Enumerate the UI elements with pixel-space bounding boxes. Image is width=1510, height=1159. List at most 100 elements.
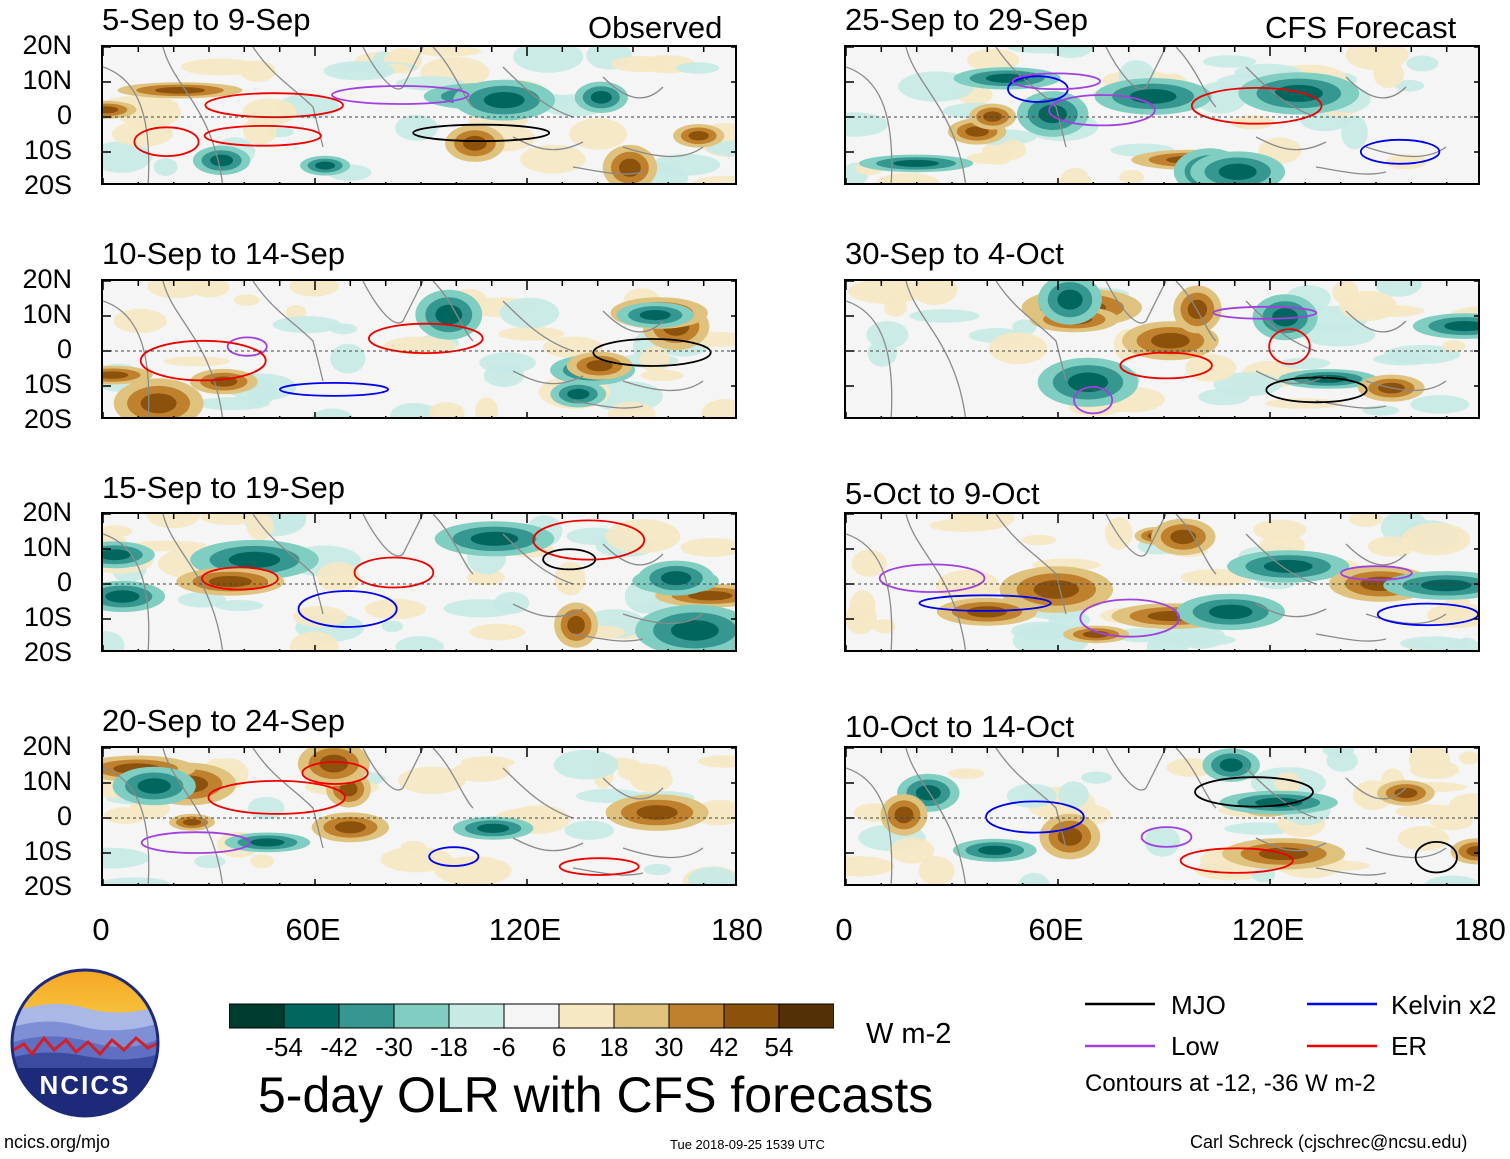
olr-anomaly-light — [849, 590, 876, 623]
wave-contour — [201, 566, 279, 591]
olr-anomaly-light — [163, 356, 231, 367]
olr-anomaly-light — [688, 866, 735, 884]
olr-anomaly-light — [272, 316, 342, 334]
olr-anomaly-negative — [1272, 308, 1299, 327]
colorbar-tick-label: -30 — [375, 1032, 413, 1062]
colorbar-tick-label: -6 — [492, 1032, 516, 1062]
olr-anomaly-negative — [1444, 321, 1478, 332]
olr-anomaly-negative — [978, 845, 1012, 855]
wave-contour — [592, 338, 712, 367]
lat-tick-label: 10N — [22, 766, 72, 796]
logo-text: NCICS — [39, 1070, 131, 1100]
olr-anomaly-light — [1021, 534, 1056, 546]
olr-anomaly-light — [1326, 749, 1358, 772]
map-panel-10-sep — [101, 279, 737, 419]
olr-anomaly-negative — [470, 531, 519, 546]
wave-contour — [1079, 598, 1181, 638]
wave-contour — [918, 594, 1052, 612]
wave-contour — [226, 336, 268, 357]
olr-anomaly-negative — [1057, 289, 1083, 310]
lat-tick-label: 20S — [23, 404, 72, 434]
lat-tick-label: 0 — [56, 567, 72, 597]
lon-tick-label: 180 — [711, 912, 763, 947]
olr-anomaly-light — [607, 401, 656, 417]
olr-anomaly-negative — [228, 551, 281, 568]
wave-contour — [1414, 840, 1458, 874]
olr-anomaly-light — [479, 352, 536, 374]
lon-tick-label: 0 — [835, 912, 853, 947]
wave-contour — [1340, 565, 1413, 581]
olr-anomaly-light — [988, 332, 1048, 365]
olr-anomaly-light — [651, 153, 721, 176]
map-panel-20-sep — [101, 746, 737, 886]
wave-contour — [203, 125, 322, 147]
olr-field — [103, 281, 735, 417]
olr-anomaly-negative — [1421, 579, 1472, 592]
olr-anomaly-negative — [477, 823, 510, 833]
olr-anomaly-light — [111, 121, 173, 147]
colorbar-tick-label: 18 — [599, 1032, 629, 1062]
olr-anomaly-positive — [567, 616, 585, 635]
olr-anomaly-light — [494, 591, 530, 614]
olr-anomaly-light — [644, 863, 672, 876]
olr-anomaly-light — [554, 561, 586, 596]
olr-anomaly-negative — [250, 838, 285, 847]
olr-anomaly-positive — [1394, 787, 1418, 799]
map-panel-25-sep — [844, 45, 1480, 185]
wave-contour — [204, 92, 344, 119]
olr-anomaly-light — [553, 749, 619, 780]
lat-tick-label: 10N — [22, 299, 72, 329]
olr-anomaly-light — [194, 397, 270, 411]
olr-anomaly-light — [692, 175, 735, 183]
contour-legend: MJO Kelvin x2 Low ER Contours at -12, -3… — [1085, 988, 1505, 1098]
olr-anomaly-light — [460, 756, 515, 769]
olr-anomaly-light — [103, 631, 125, 650]
olr-anomaly-negative — [1129, 89, 1177, 104]
olr-anomaly-negative — [985, 73, 1029, 83]
coastline — [846, 514, 1447, 650]
olr-anomaly-positive — [1151, 332, 1190, 349]
olr-anomaly-positive — [688, 131, 709, 141]
colorbar-tick-label: 30 — [654, 1032, 684, 1062]
olr-anomaly-light — [103, 525, 133, 538]
olr-field — [846, 281, 1478, 417]
wave-contour — [278, 382, 389, 397]
olr-anomaly-light — [640, 369, 684, 381]
olr-anomaly-positive — [688, 591, 733, 601]
olr-anomaly-light — [381, 620, 403, 633]
olr-anomaly-negative — [315, 161, 336, 170]
wave-contour — [542, 548, 597, 571]
olr-field — [103, 47, 735, 183]
olr-anomaly-light — [395, 114, 439, 141]
wave-contour — [428, 846, 480, 867]
olr-anomaly-light — [520, 144, 586, 174]
olr-anomaly-positive — [965, 126, 989, 137]
olr-anomaly-negative — [915, 785, 941, 801]
chart-title: 5-day OLR with CFS forecasts — [258, 1067, 934, 1123]
olr-anomaly-light — [103, 877, 170, 884]
olr-anomaly-negative — [567, 388, 590, 400]
olr-anomaly-light — [475, 397, 499, 417]
map-panel-30-sep — [844, 279, 1480, 419]
olr-anomaly-light — [250, 854, 274, 869]
coastline — [103, 281, 704, 417]
olr-anomaly-negative — [1218, 163, 1257, 180]
lat-tick-label: 20N — [22, 731, 72, 761]
olr-anomaly-negative — [639, 310, 671, 321]
olr-anomaly-light — [1458, 751, 1478, 765]
wave-contour — [297, 590, 398, 628]
olr-anomaly-positive — [182, 819, 202, 826]
olr-anomaly-light — [1395, 804, 1460, 819]
olr-anomaly-light — [499, 297, 560, 329]
legend-line-kelvin — [1307, 1002, 1377, 1006]
map-panel-5-sep — [101, 45, 737, 185]
olr-anomaly-light — [311, 408, 354, 417]
olr-anomaly-light — [242, 98, 297, 126]
olr-anomaly-negative — [660, 571, 692, 586]
olr-anomaly-light — [867, 340, 897, 367]
colorbar-swatch — [668, 1003, 725, 1029]
colorbar-swatch — [338, 1003, 395, 1029]
olr-anomaly-light — [414, 47, 482, 57]
olr-anomaly-light — [1018, 872, 1050, 884]
colorbar-swatch — [283, 1003, 340, 1029]
